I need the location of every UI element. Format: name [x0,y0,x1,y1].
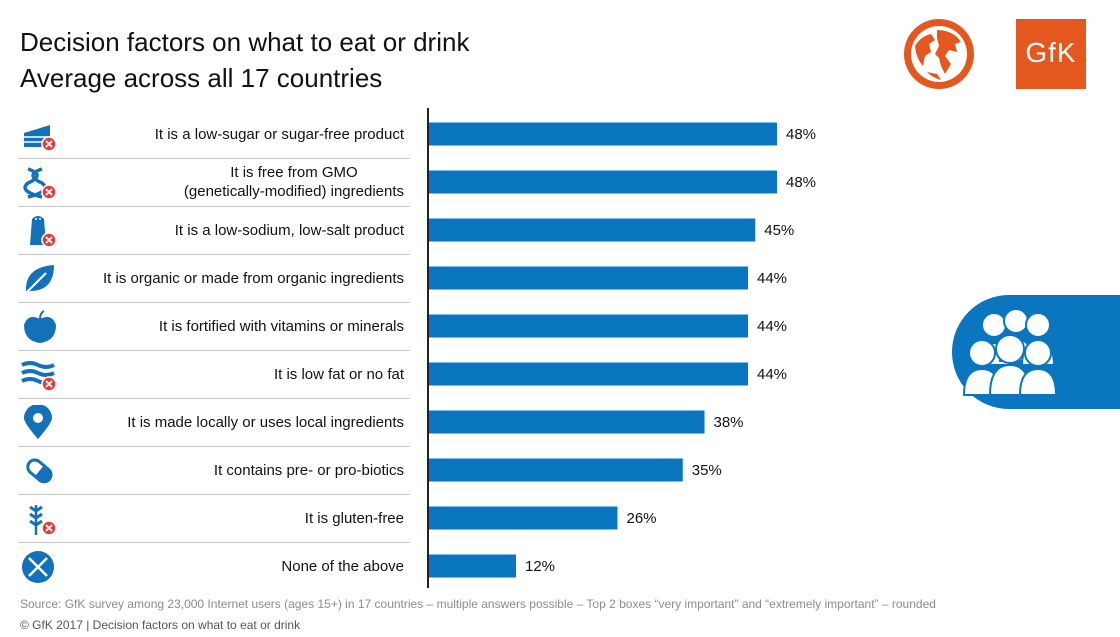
bar [429,218,756,242]
category-row: It is gluten-free [18,494,410,543]
category-row: It is free from GMO (genetically-modifie… [18,158,410,207]
bar [429,170,777,194]
bar [429,506,618,530]
category-row: It is a low-sodium, low-salt product [18,206,410,255]
value-label: 44% [757,366,787,383]
bar [429,266,748,290]
source-note: Source: GfK survey among 23,000 Internet… [20,597,936,611]
cake-icon [24,125,57,152]
category-label: It is fortified with vitamins or mineral… [158,317,404,335]
copyright-note: © GfK 2017 | Decision factors on what to… [20,618,301,632]
bar [429,554,516,578]
category-label: None of the above [281,557,404,575]
category-row: It is a low-sugar or sugar-free product [18,110,410,159]
dna-icon [23,167,57,200]
value-label: 44% [757,318,787,335]
category-label: It is gluten-free [304,509,404,527]
category-label: It is organic or made from organic ingre… [103,269,404,287]
y-axis-line [427,108,429,588]
category-label: It is a low-sodium, low-salt product [174,221,404,239]
value-label: 48% [786,126,816,143]
value-label: 45% [764,222,794,239]
category-row: None of the above [18,542,410,590]
globe-icon [904,19,974,89]
title-line-2: Average across all 17 countries [20,63,383,93]
title-line-1: Decision factors on what to eat or drink [20,27,470,57]
bar [429,122,777,146]
apple-icon [24,310,56,343]
category-row: It is low fat or no fat [18,350,410,399]
chart-title: Decision factors on what to eat or drink… [20,24,469,96]
salt-shaker-icon [30,216,57,248]
category-row: It is organic or made from organic ingre… [18,254,410,303]
logo-text: GfK [1025,37,1077,68]
people-group-icon [952,295,1120,409]
value-label: 12% [525,558,555,575]
capsule-icon [26,458,53,484]
category-label: It is free from GMO (genetically-modifie… [183,164,404,200]
category-row: It is made locally or uses local ingredi… [18,398,410,447]
value-label: 35% [692,462,722,479]
value-label: 38% [714,414,744,431]
category-label: It is a low-sugar or sugar-free product [154,125,404,143]
bar [429,458,683,482]
value-label: 48% [786,174,816,191]
bar [429,362,748,386]
bar [429,314,748,338]
category-label: It contains pre- or pro-biotics [213,461,404,479]
bar [429,410,705,434]
none-cross-icon [22,551,54,583]
leaf-icon [25,265,54,294]
gfk-logo: GfK [1016,19,1086,89]
value-label: 44% [757,270,787,287]
bacon-icon [21,361,57,392]
value-label: 26% [627,510,657,527]
category-label: It is made locally or uses local ingredi… [127,413,404,431]
category-label: It is low fat or no fat [273,365,404,383]
wheat-icon [29,505,57,536]
category-row: It contains pre- or pro-biotics [18,446,410,495]
category-row: It is fortified with vitamins or mineral… [18,302,410,351]
location-pin-icon [24,405,52,439]
